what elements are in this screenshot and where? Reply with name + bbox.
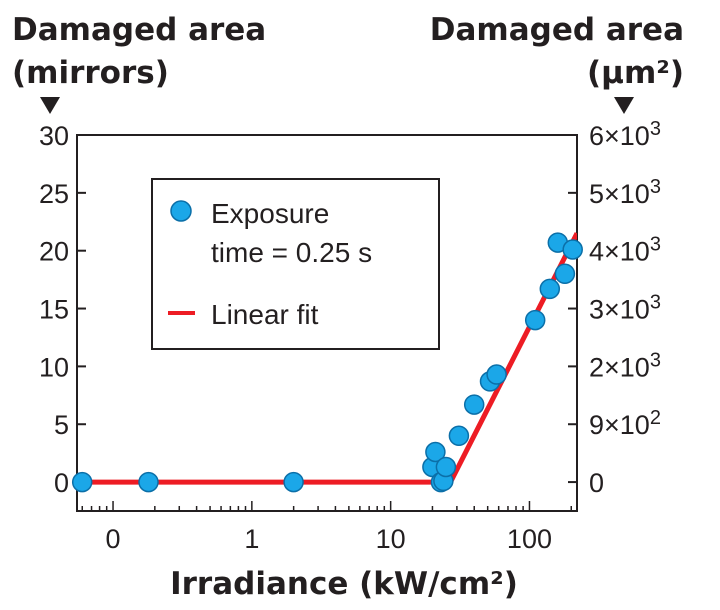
- left-y-tick-label: 5: [54, 410, 69, 440]
- data-point: [435, 456, 457, 478]
- right-y-tick-label: 5×103: [589, 176, 661, 209]
- right-y-axis: 0 9×102 2×103 3×103 4×103 5×103 6×103: [568, 118, 661, 498]
- right-y-tick-label: 0: [589, 468, 604, 498]
- right-y-tick-label: 4×103: [589, 234, 661, 267]
- left-axis-arrow-icon: [40, 97, 60, 114]
- data-point: [539, 278, 561, 300]
- right-axis-arrow-icon: [614, 97, 634, 114]
- left-y-tick-label: 10: [39, 352, 69, 382]
- data-point: [138, 471, 159, 493]
- right-y-tick-label: 9×102: [589, 407, 661, 440]
- right-y-tick-label: 3×103: [589, 292, 661, 325]
- left-y-tick-label: 20: [39, 237, 69, 267]
- legend-scatter-label-line1: Exposure: [211, 198, 329, 229]
- left-y-tick-label: 25: [39, 179, 69, 209]
- left-y-tick-label: 0: [54, 468, 69, 498]
- data-point: [425, 441, 446, 463]
- right-y-tick-label: 2×103: [589, 349, 661, 382]
- legend-scatter-label-line2: time = 0.25 s: [211, 237, 372, 268]
- legend-box: [151, 178, 440, 350]
- x-tick-label: 100: [507, 524, 552, 554]
- legend-marker-scatter: [170, 200, 192, 222]
- right-axis-title-line2: (μm²): [587, 55, 684, 91]
- data-point: [524, 309, 546, 331]
- x-tick-label: 1: [244, 524, 259, 554]
- left-y-tick-label: 30: [39, 121, 69, 151]
- x-axis: 0 1 10 100: [81, 501, 573, 554]
- x-tick-label: 0: [106, 524, 121, 554]
- data-point: [562, 239, 583, 260]
- data-point: [463, 394, 485, 415]
- data-point: [554, 263, 576, 285]
- left-axis-title-line2: (mirrors): [12, 55, 169, 91]
- x-axis-title: Irradiance (kW/cm²): [170, 566, 518, 602]
- left-axis-title-line1: Damaged area: [12, 12, 266, 48]
- x-tick-label: 10: [376, 524, 406, 554]
- data-point: [283, 471, 304, 493]
- data-point: [448, 425, 470, 447]
- right-y-tick-label: 6×103: [589, 118, 661, 151]
- exposure-series: [71, 232, 583, 493]
- right-axis-title-line1: Damaged area: [430, 12, 684, 48]
- data-point: [71, 471, 93, 493]
- data-point: [486, 364, 507, 385]
- left-y-axis: 0 5 10 15 20 25 30: [39, 121, 86, 498]
- legend-fit-label: Linear fit: [211, 299, 319, 330]
- left-y-tick-label: 15: [39, 295, 69, 325]
- plot-frame: [76, 134, 578, 512]
